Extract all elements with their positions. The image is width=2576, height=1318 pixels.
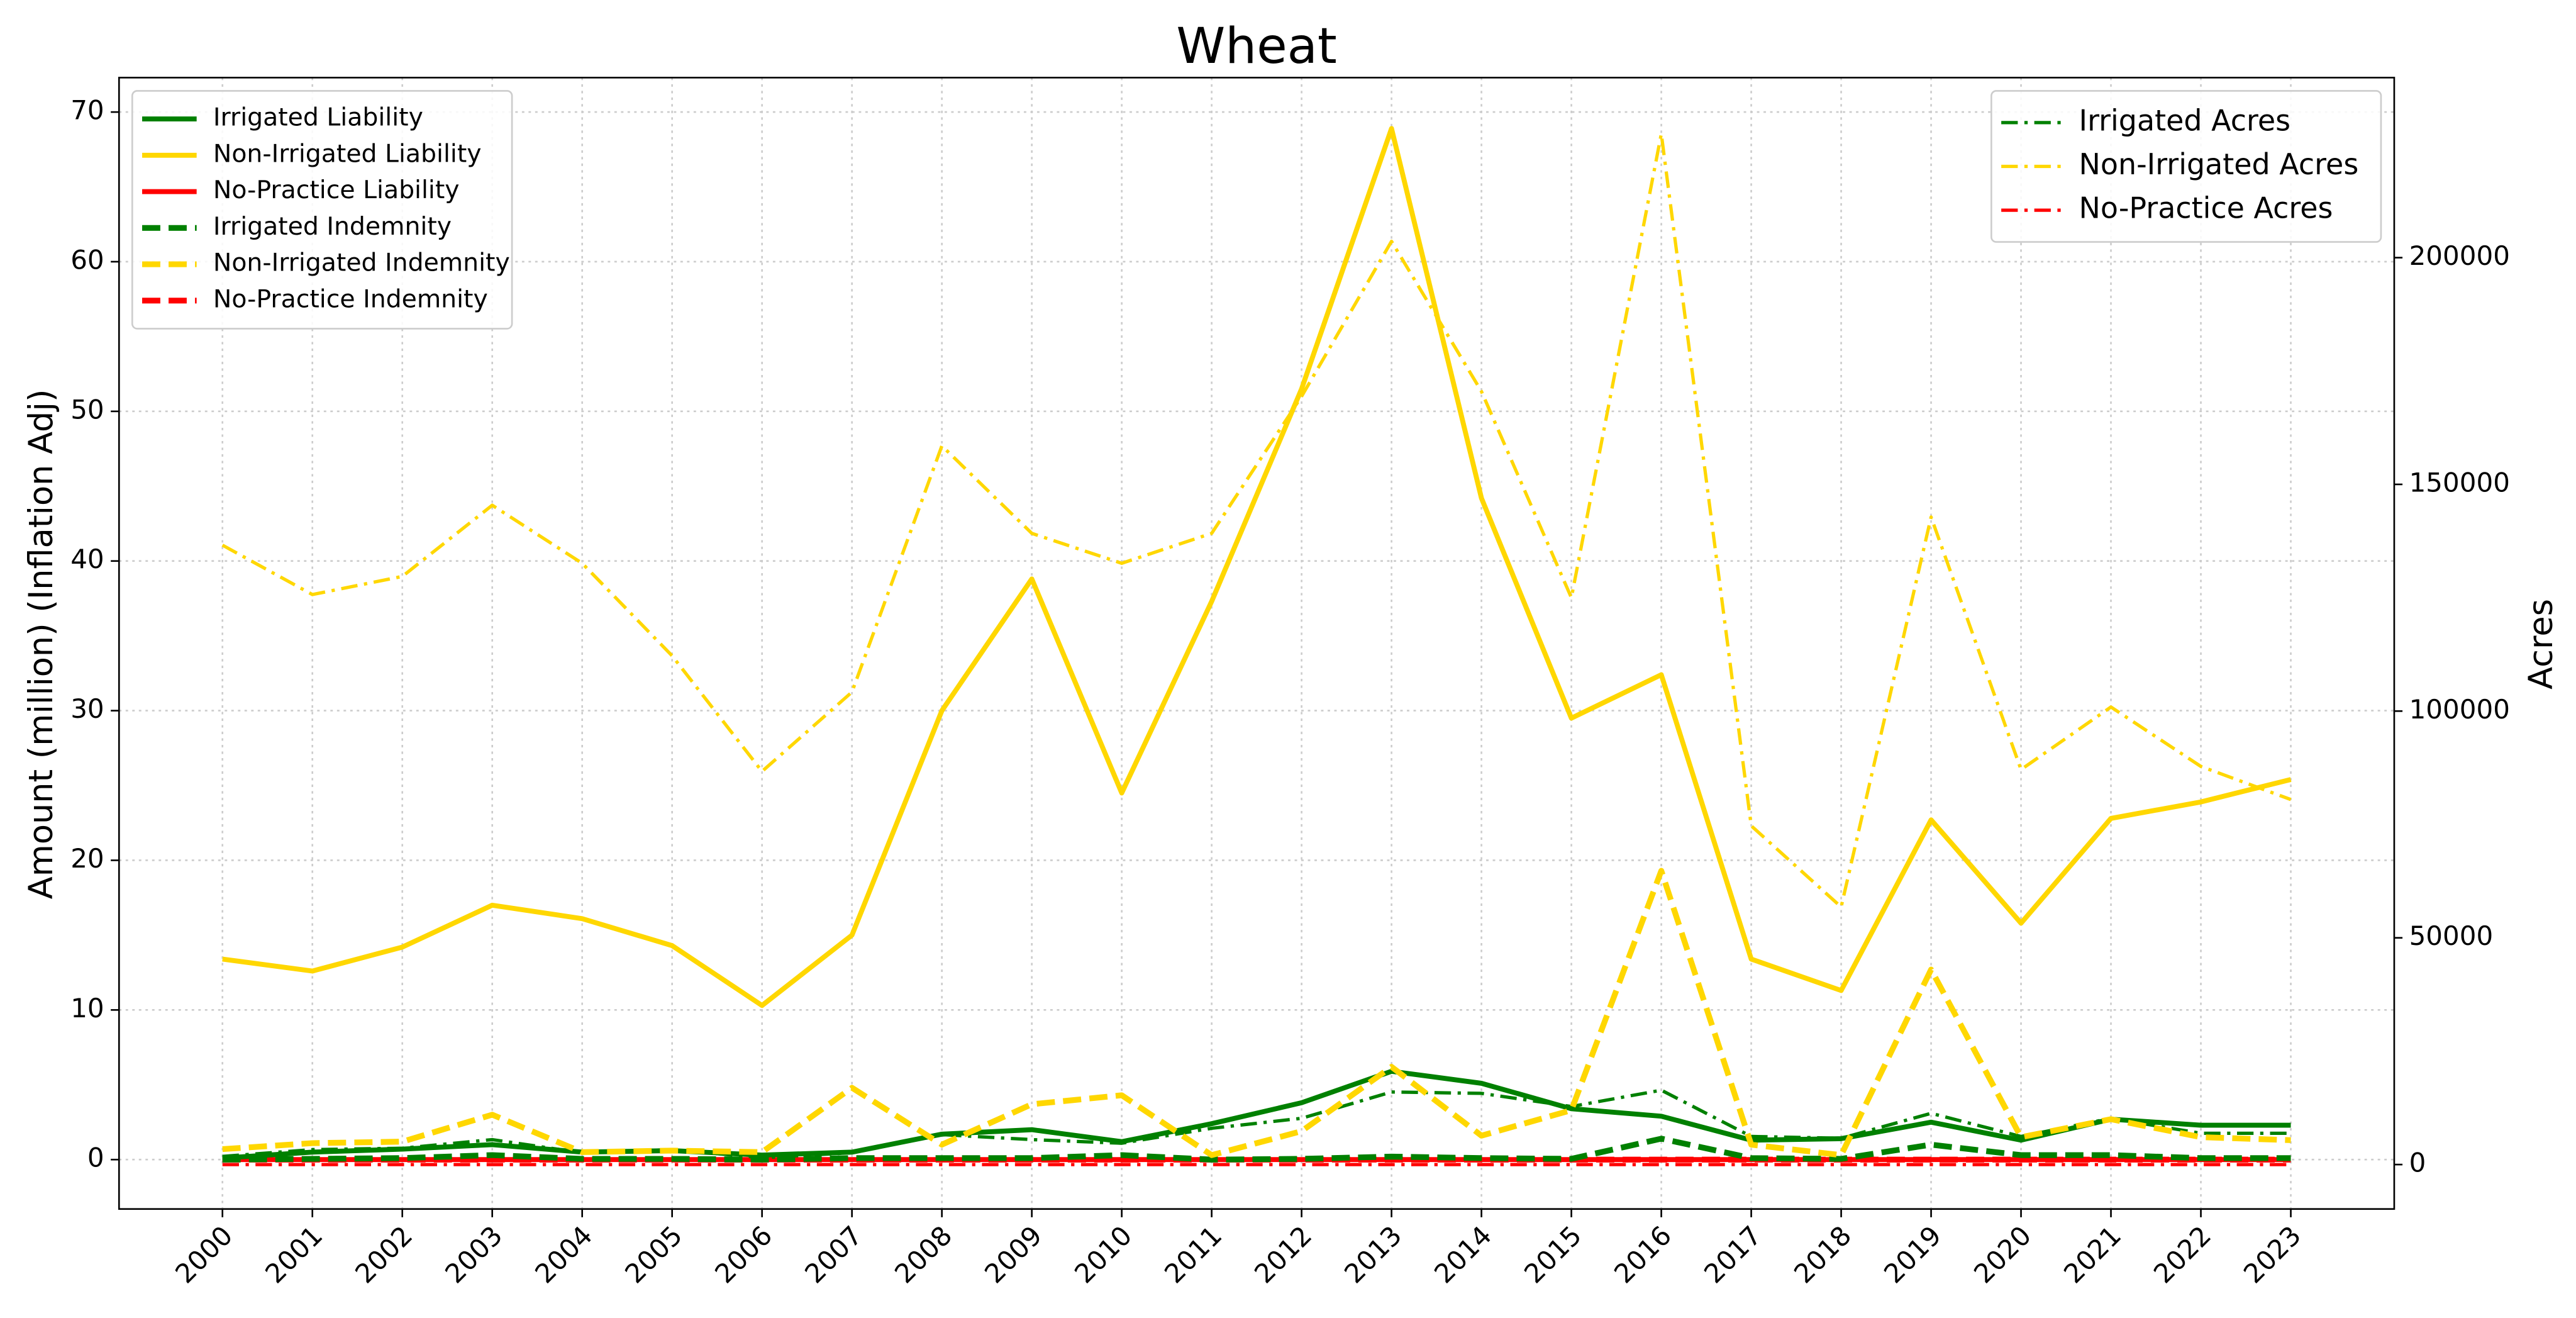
y2-tick-label: 200000: [2409, 240, 2510, 271]
legend-label: No-Practice Acres: [2079, 191, 2333, 225]
legend-label: No-Practice Liability: [213, 176, 460, 204]
y-tick-label: 10: [70, 993, 104, 1024]
y-tick-label: 30: [70, 693, 104, 724]
y-tick-label: 20: [70, 843, 104, 874]
y2-tick-label: 100000: [2409, 694, 2510, 725]
series-line: [222, 1136, 2291, 1163]
legend-label: Non-Irrigated Indemnity: [213, 249, 510, 277]
y-axis-label: Amount (million) (Inflation Adj): [22, 389, 60, 900]
series-line: [222, 126, 2292, 1008]
legend-label: Non-Irrigated Acres: [2079, 147, 2359, 181]
legend-label: Irrigated Indemnity: [213, 212, 452, 241]
chart-title: Wheat: [1176, 17, 1336, 75]
y2-tick-label: 50000: [2409, 920, 2494, 951]
legend-box: [1990, 90, 2382, 243]
plot-frame: [118, 77, 2396, 1210]
y-tick-label: 70: [70, 95, 104, 126]
y2-axis-label: Acres: [2522, 599, 2560, 690]
legend-label: Irrigated Acres: [2079, 103, 2291, 137]
y-tick-label: 50: [70, 394, 104, 425]
legend-label: Non-Irrigated Liability: [213, 139, 482, 168]
legend-box: [131, 90, 513, 330]
legend-label: Irrigated Liability: [213, 103, 423, 132]
legend-label: No-Practice Indemnity: [213, 284, 488, 313]
y-tick-label: 40: [70, 544, 104, 574]
series-line: [222, 1088, 2291, 1159]
y2-tick-label: 0: [2409, 1148, 2426, 1178]
y2-tick-label: 150000: [2409, 467, 2510, 498]
y-tick-label: 60: [70, 244, 104, 275]
y-tick-label: 0: [87, 1142, 104, 1173]
series-line: [222, 868, 2291, 1158]
series-line: [221, 132, 2292, 909]
